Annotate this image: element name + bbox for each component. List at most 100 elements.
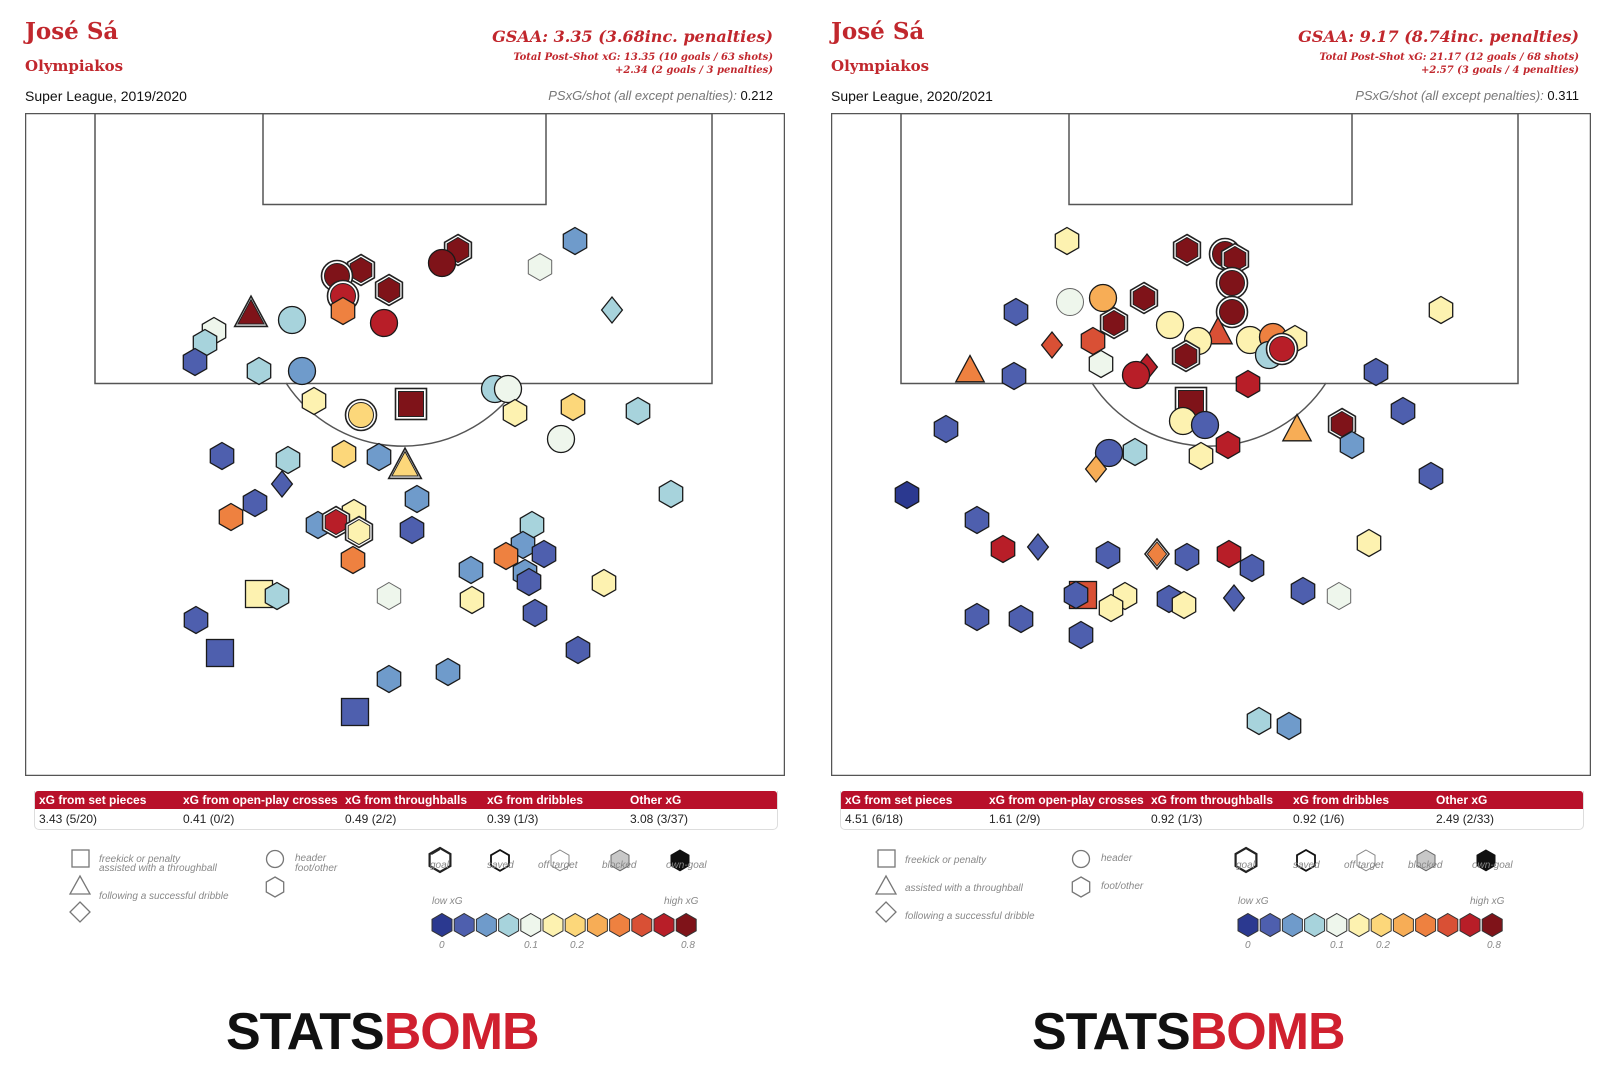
shotmap-panel-2020-2021: José Sá Olympiakos Super League, 2020/20… [806, 0, 1606, 1077]
legend-saved-label: saved [1293, 860, 1320, 871]
shot-marker [954, 354, 986, 383]
shot-markers [894, 226, 1454, 741]
shot-marker [1056, 288, 1084, 316]
shot-marker [377, 276, 401, 304]
shot-marker [1219, 270, 1245, 296]
legend-header-label: header [295, 853, 327, 864]
header-other: Other xG [630, 793, 682, 807]
scale-tick-0: 0 [439, 940, 445, 951]
shotmap-panel-2019-2020: José Sá Olympiakos Super League, 2019/20… [0, 0, 800, 1077]
scale-low-label: low xG [1238, 896, 1269, 907]
shot-marker [1001, 361, 1027, 391]
xg-scale-swatch [520, 912, 542, 938]
legend-symbols [874, 846, 1503, 938]
shot-marker [1003, 297, 1029, 327]
pitch-shotmap [25, 113, 785, 776]
throughball-symbol [68, 874, 92, 895]
off-target-symbol [1356, 849, 1376, 872]
shot-marker [546, 424, 576, 454]
shot-marker [275, 445, 301, 475]
value-other: 2.49 (2/33) [1436, 812, 1495, 826]
post-shot-line2: +2.57 (3 goals / 4 penalties) [1420, 65, 1579, 76]
statsbomb-logo: STATSBOMB [1032, 1002, 1346, 1062]
shot-marker [964, 505, 990, 535]
logo-bomb: BOMB [1189, 1003, 1346, 1061]
shot-marker [1174, 342, 1198, 370]
header-crosses: xG from open-play crosses [989, 793, 1144, 807]
value-throughballs: 0.92 (1/3) [1151, 812, 1203, 826]
shot-marker [1146, 541, 1168, 567]
scale-tick-01: 0.1 [524, 940, 538, 951]
xg-scale-swatch [1304, 912, 1326, 938]
shot-markers [182, 226, 684, 727]
shot-marker [560, 392, 586, 422]
xg-breakdown-header: xG from set pieces xG from open-play cro… [35, 791, 777, 809]
shot-marker [1102, 309, 1126, 337]
freekick-symbol [877, 849, 896, 868]
shot-marker [516, 567, 542, 597]
shot-marker [1088, 349, 1114, 379]
shot-marker [209, 441, 235, 471]
value-set-pieces: 4.51 (6/18) [845, 812, 904, 826]
off-target-symbol [550, 849, 570, 872]
shot-marker [1222, 583, 1246, 613]
shot-marker [591, 568, 617, 598]
shot-marker [1363, 357, 1389, 387]
shot-marker [1215, 430, 1241, 460]
shot-marker [242, 488, 268, 518]
legend-foot-label: foot/other [1101, 881, 1144, 892]
shot-marker [270, 469, 294, 499]
xg-scale-swatch [631, 912, 653, 938]
xg-scale-swatch [1415, 912, 1437, 938]
scale-tick-08: 0.8 [1487, 940, 1501, 951]
shot-marker [376, 581, 402, 611]
shot-marker [435, 657, 461, 687]
xg-scale-swatch [475, 912, 497, 938]
post-shot-xg: Total Post-Shot xG: 13.35 (10 goals / 63… [513, 51, 773, 77]
shot-marker [1171, 590, 1197, 620]
shot-marker [349, 256, 373, 284]
own-goal-symbol [670, 849, 690, 872]
shot-marker [398, 391, 424, 417]
shot-marker [1026, 532, 1050, 562]
six-yard-box [262, 113, 547, 206]
shot-marker [1132, 284, 1156, 312]
shot-marker [205, 638, 235, 668]
shot-marker [990, 534, 1016, 564]
shot-marker [427, 248, 457, 278]
pitch-outline [25, 113, 785, 776]
psxg-label: PSxG/shot (all except penalties): [548, 88, 737, 103]
own-goal-symbol [1476, 849, 1496, 872]
shot-marker [1239, 553, 1265, 583]
gsaa-headline: GSAA: 9.17 (8.74inc. penalties) [1298, 27, 1579, 46]
saved-symbol [1296, 848, 1316, 872]
value-crosses: 0.41 (0/2) [183, 812, 235, 826]
shot-marker [264, 581, 290, 611]
logo-bomb: BOMB [383, 1003, 540, 1061]
shot-marker [1098, 593, 1124, 623]
shot-marker [1054, 226, 1080, 256]
xg-scale-swatch [1237, 912, 1259, 938]
legend-own-goal-label: own-goal [666, 860, 707, 871]
xg-scale-swatch [675, 912, 697, 938]
scale-tick-0: 0 [1245, 940, 1251, 951]
shot-marker [246, 356, 272, 386]
goal-symbol [1234, 846, 1258, 874]
scale-tick-02: 0.2 [1376, 940, 1390, 951]
scale-tick-08: 0.8 [681, 940, 695, 951]
gsaa-headline: GSAA: 3.35 (3.68inc. penalties) [492, 27, 773, 46]
shot-marker [391, 450, 419, 477]
post-shot-line1: Total Post-Shot xG: 21.17 (12 goals / 68… [1319, 52, 1579, 63]
shot-marker [565, 635, 591, 665]
shot-marker [1084, 454, 1108, 484]
xg-scale-swatch [564, 912, 586, 938]
shot-marker [287, 356, 317, 386]
header-throughballs: xG from throughballs [1151, 793, 1274, 807]
value-set-pieces: 3.43 (5/20) [39, 812, 98, 826]
club-name: Olympiakos [831, 57, 930, 75]
shot-marker [1188, 441, 1214, 471]
xg-scale-swatch [1481, 912, 1503, 938]
shot-marker [376, 664, 402, 694]
competition-label: Super League, 2019/2020 [25, 88, 187, 104]
value-dribbles: 0.92 (1/6) [1293, 812, 1345, 826]
